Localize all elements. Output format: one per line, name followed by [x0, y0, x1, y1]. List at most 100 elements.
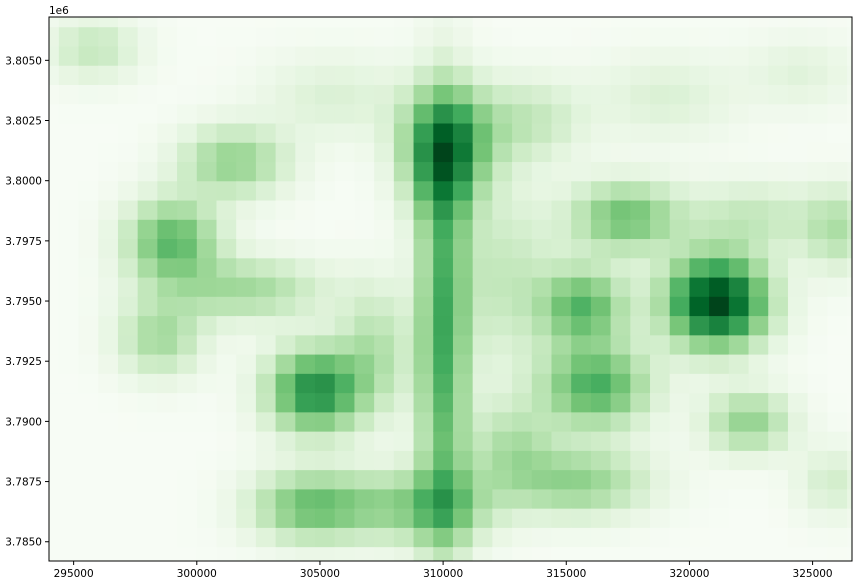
heatmap-cell — [551, 219, 572, 240]
heatmap-cell — [709, 219, 730, 240]
heatmap-cell — [590, 103, 612, 124]
heatmap-cell — [393, 527, 415, 548]
heatmap-cell — [452, 334, 474, 355]
heatmap-cell — [492, 142, 513, 163]
heatmap-cell — [49, 84, 60, 105]
heatmap-cell — [196, 17, 218, 28]
heatmap-cell — [334, 17, 356, 28]
heatmap-cell — [728, 527, 750, 548]
heatmap-cell — [787, 527, 809, 548]
heatmap-cell — [531, 334, 553, 355]
heatmap-cell — [650, 450, 671, 471]
heatmap-cell — [807, 411, 828, 432]
heatmap-cell — [827, 527, 848, 548]
heatmap-cell — [354, 17, 375, 28]
heatmap-cell — [571, 103, 592, 124]
heatmap-cell — [452, 276, 474, 297]
heatmap-cell — [433, 161, 454, 182]
heatmap-cell — [452, 122, 474, 143]
heatmap-cell — [807, 527, 828, 548]
heatmap-cell — [315, 199, 336, 220]
heatmap-cell — [354, 257, 375, 278]
heatmap-cell — [275, 315, 296, 336]
heatmap-cell — [334, 450, 356, 471]
heatmap-cell — [374, 219, 395, 240]
heatmap-cell — [334, 84, 356, 105]
heatmap-cell — [492, 508, 513, 528]
heatmap-cells — [49, 17, 852, 561]
heatmap-cell — [709, 373, 730, 394]
heatmap-cell — [669, 508, 691, 528]
heatmap-cell — [315, 508, 336, 528]
heatmap-cell — [393, 122, 415, 143]
heatmap-cell — [295, 296, 316, 317]
heatmap-cell — [98, 103, 119, 124]
heatmap-cell — [295, 103, 316, 124]
heatmap-cell — [472, 527, 493, 548]
heatmap-cell — [827, 103, 848, 124]
heatmap-cell — [551, 257, 572, 278]
heatmap-cell — [827, 296, 848, 317]
heatmap-cell — [452, 26, 474, 47]
heatmap-cell — [117, 411, 139, 432]
heatmap-cell — [216, 142, 237, 163]
heatmap-cell — [492, 65, 513, 85]
heatmap-cell — [748, 450, 769, 471]
heatmap-cell — [98, 546, 119, 561]
heatmap-cell — [492, 161, 513, 182]
heatmap-cell — [334, 296, 356, 317]
heatmap-cell — [709, 450, 730, 471]
heatmap-cell — [58, 103, 80, 124]
heatmap-cell — [275, 219, 296, 240]
heatmap-cell — [157, 65, 178, 85]
heatmap-cell — [689, 45, 710, 66]
heatmap-cell — [157, 180, 178, 201]
heatmap-cell — [531, 161, 553, 182]
heatmap-cell — [827, 26, 848, 47]
heatmap-cell — [393, 45, 415, 66]
heatmap-cell — [255, 17, 277, 28]
heatmap-cell — [433, 488, 454, 509]
heatmap-cell — [452, 84, 474, 105]
heatmap-cell — [49, 142, 60, 163]
heatmap-cell — [630, 353, 651, 374]
heatmap-cell — [413, 26, 434, 47]
heatmap-cell — [551, 84, 572, 105]
heatmap-cell — [433, 450, 454, 471]
heatmap-cell — [137, 65, 158, 85]
heatmap-cell — [768, 199, 789, 220]
heatmap-cell — [827, 373, 848, 394]
heatmap-cell — [255, 527, 277, 548]
heatmap-cell — [433, 276, 454, 297]
heatmap-cell — [669, 296, 691, 317]
heatmap-cell — [295, 450, 316, 471]
heatmap-cell — [709, 257, 730, 278]
heatmap-cell — [196, 353, 218, 374]
heatmap-cell — [275, 508, 296, 528]
heatmap-cell — [689, 469, 710, 490]
heatmap-cell — [236, 469, 257, 490]
heatmap-cell — [117, 257, 139, 278]
heatmap-cell — [807, 45, 828, 66]
heatmap-cell — [117, 219, 139, 240]
heatmap-cell — [315, 431, 336, 451]
heatmap-cell — [315, 392, 336, 413]
heatmap-cell — [610, 546, 631, 561]
heatmap-cell — [58, 142, 80, 163]
heatmap-cell — [748, 122, 769, 143]
x-tick-label: 320000 — [669, 568, 709, 580]
heatmap-cell — [472, 142, 493, 163]
heatmap-cell — [137, 219, 158, 240]
heatmap-cell — [590, 527, 612, 548]
heatmap-cell — [58, 508, 80, 528]
heatmap-cell — [512, 276, 533, 297]
heatmap-cell — [847, 315, 852, 336]
heatmap-cell — [452, 219, 474, 240]
heatmap-cell — [827, 488, 848, 509]
heatmap-cell — [610, 469, 631, 490]
heatmap-cell — [374, 373, 395, 394]
heatmap-cell — [512, 392, 533, 413]
heatmap-cell — [492, 180, 513, 201]
heatmap-cell — [551, 315, 572, 336]
heatmap-cell — [393, 276, 415, 297]
